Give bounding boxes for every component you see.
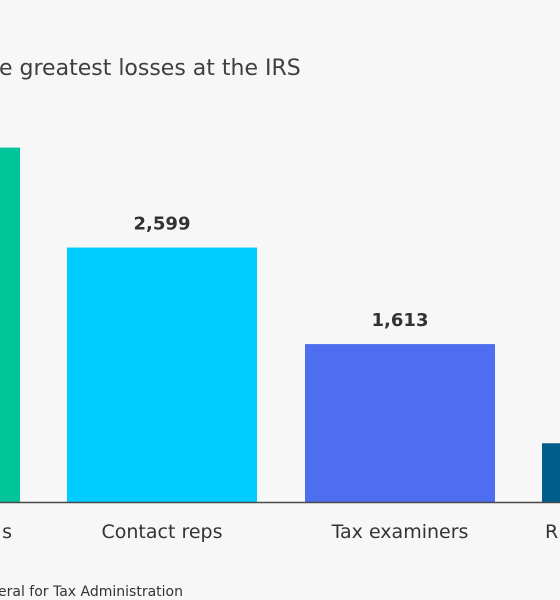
bar-value-label: 2,599 bbox=[134, 214, 191, 235]
chart-title: e greatest losses at the IRS bbox=[0, 56, 301, 81]
category-label: s bbox=[2, 521, 12, 543]
category-label: R bbox=[545, 521, 558, 543]
bar-tax-examiners bbox=[305, 344, 495, 502]
category-label: Contact reps bbox=[101, 521, 222, 543]
category-label: Tax examiners bbox=[331, 521, 469, 543]
bar-r bbox=[542, 443, 560, 502]
bar-s bbox=[0, 147, 20, 503]
source-note: eral for Tax Administration bbox=[0, 584, 183, 600]
bar-value-label: 1,613 bbox=[372, 310, 429, 331]
bar-contact-reps bbox=[67, 247, 257, 502]
